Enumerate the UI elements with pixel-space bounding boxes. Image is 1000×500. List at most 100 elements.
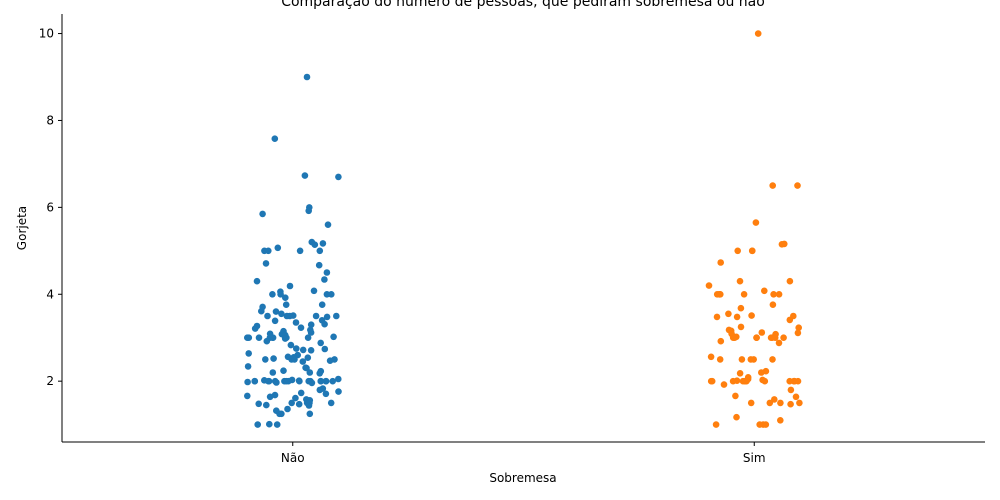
data-point — [259, 210, 266, 218]
y-axis-ticks: 2 4 6 8 10 — [39, 27, 62, 388]
data-point — [780, 334, 787, 342]
data-point — [747, 356, 755, 363]
data-point — [321, 345, 329, 353]
data-point — [317, 377, 325, 385]
data-point — [305, 207, 313, 215]
data-point — [283, 377, 290, 385]
data-point — [319, 240, 327, 247]
data-point — [323, 291, 331, 298]
data-point — [316, 247, 324, 255]
data-point — [245, 350, 252, 357]
data-point — [296, 247, 304, 255]
data-point — [271, 135, 279, 142]
data-point — [333, 312, 340, 320]
x-tick-label: Sim — [743, 451, 766, 465]
data-point — [786, 316, 794, 324]
data-point — [269, 369, 277, 376]
data-point — [307, 321, 315, 329]
data-point — [265, 247, 272, 255]
data-point — [277, 291, 284, 298]
data-point — [327, 399, 335, 407]
data-point — [307, 347, 315, 354]
data-point — [299, 346, 307, 354]
data-point — [740, 291, 748, 298]
data-point — [769, 301, 777, 309]
data-point — [273, 421, 281, 428]
data-point — [255, 334, 263, 342]
data-point — [761, 287, 768, 295]
data-point — [262, 260, 270, 267]
data-point — [747, 399, 755, 407]
data-point — [775, 291, 783, 298]
y-tick-label: 6 — [46, 200, 54, 214]
data-point — [707, 377, 715, 385]
data-point — [258, 307, 265, 315]
data-point — [769, 356, 776, 363]
data-point — [271, 317, 279, 325]
data-point — [725, 310, 732, 318]
data-point — [734, 247, 741, 255]
data-point — [739, 377, 747, 385]
data-point — [705, 282, 713, 289]
data-point — [794, 182, 801, 189]
data-point — [244, 392, 251, 400]
y-tick-label: 10 — [39, 27, 54, 41]
data-point — [758, 329, 766, 336]
data-point — [292, 319, 300, 326]
data-point — [269, 334, 276, 342]
data-point — [330, 333, 337, 341]
data-point — [316, 386, 324, 394]
data-point — [732, 392, 739, 400]
data-point — [270, 355, 277, 362]
data-point — [752, 219, 760, 226]
data-point — [717, 337, 725, 345]
data-point — [244, 378, 251, 386]
data-point — [712, 421, 720, 428]
x-axis-ticks: Não Sim — [281, 442, 766, 465]
data-point — [244, 334, 251, 342]
data-point — [766, 399, 774, 407]
data-point — [322, 390, 330, 398]
data-point — [307, 329, 315, 336]
data-point — [288, 399, 296, 407]
data-point — [777, 417, 784, 424]
data-point — [329, 377, 337, 385]
data-point — [737, 304, 745, 312]
data-point — [287, 341, 295, 349]
data-point — [795, 324, 802, 332]
data-point — [792, 393, 800, 401]
data-point — [794, 377, 802, 385]
data-point — [321, 276, 328, 283]
data-point — [272, 308, 280, 315]
x-tick-label: Não — [281, 451, 305, 465]
chart-title: Comparação do número de pessoas, que ped… — [281, 0, 765, 10]
data-point — [266, 393, 274, 401]
y-tick-label: 8 — [46, 113, 54, 127]
data-point — [756, 421, 763, 428]
data-point — [265, 377, 272, 385]
data-point — [720, 381, 728, 388]
data-point — [281, 335, 289, 342]
data-point — [317, 339, 325, 347]
data-point — [301, 172, 309, 179]
data-point — [716, 291, 723, 298]
data-point — [295, 400, 303, 408]
data-point — [733, 413, 740, 421]
data-point — [736, 370, 744, 377]
data-point — [786, 277, 794, 285]
data-point — [323, 313, 331, 321]
data-point — [753, 334, 760, 342]
data-point — [299, 358, 307, 365]
data-point — [308, 379, 316, 387]
data-point — [305, 402, 313, 409]
data-point — [737, 323, 745, 331]
data-point — [769, 182, 776, 189]
data-point — [738, 356, 746, 363]
data-point — [736, 277, 744, 285]
data-point — [312, 312, 320, 320]
data-point — [310, 287, 318, 295]
data-point — [754, 30, 762, 37]
data-point — [304, 334, 312, 342]
data-point — [321, 320, 328, 328]
data-point — [262, 356, 269, 363]
